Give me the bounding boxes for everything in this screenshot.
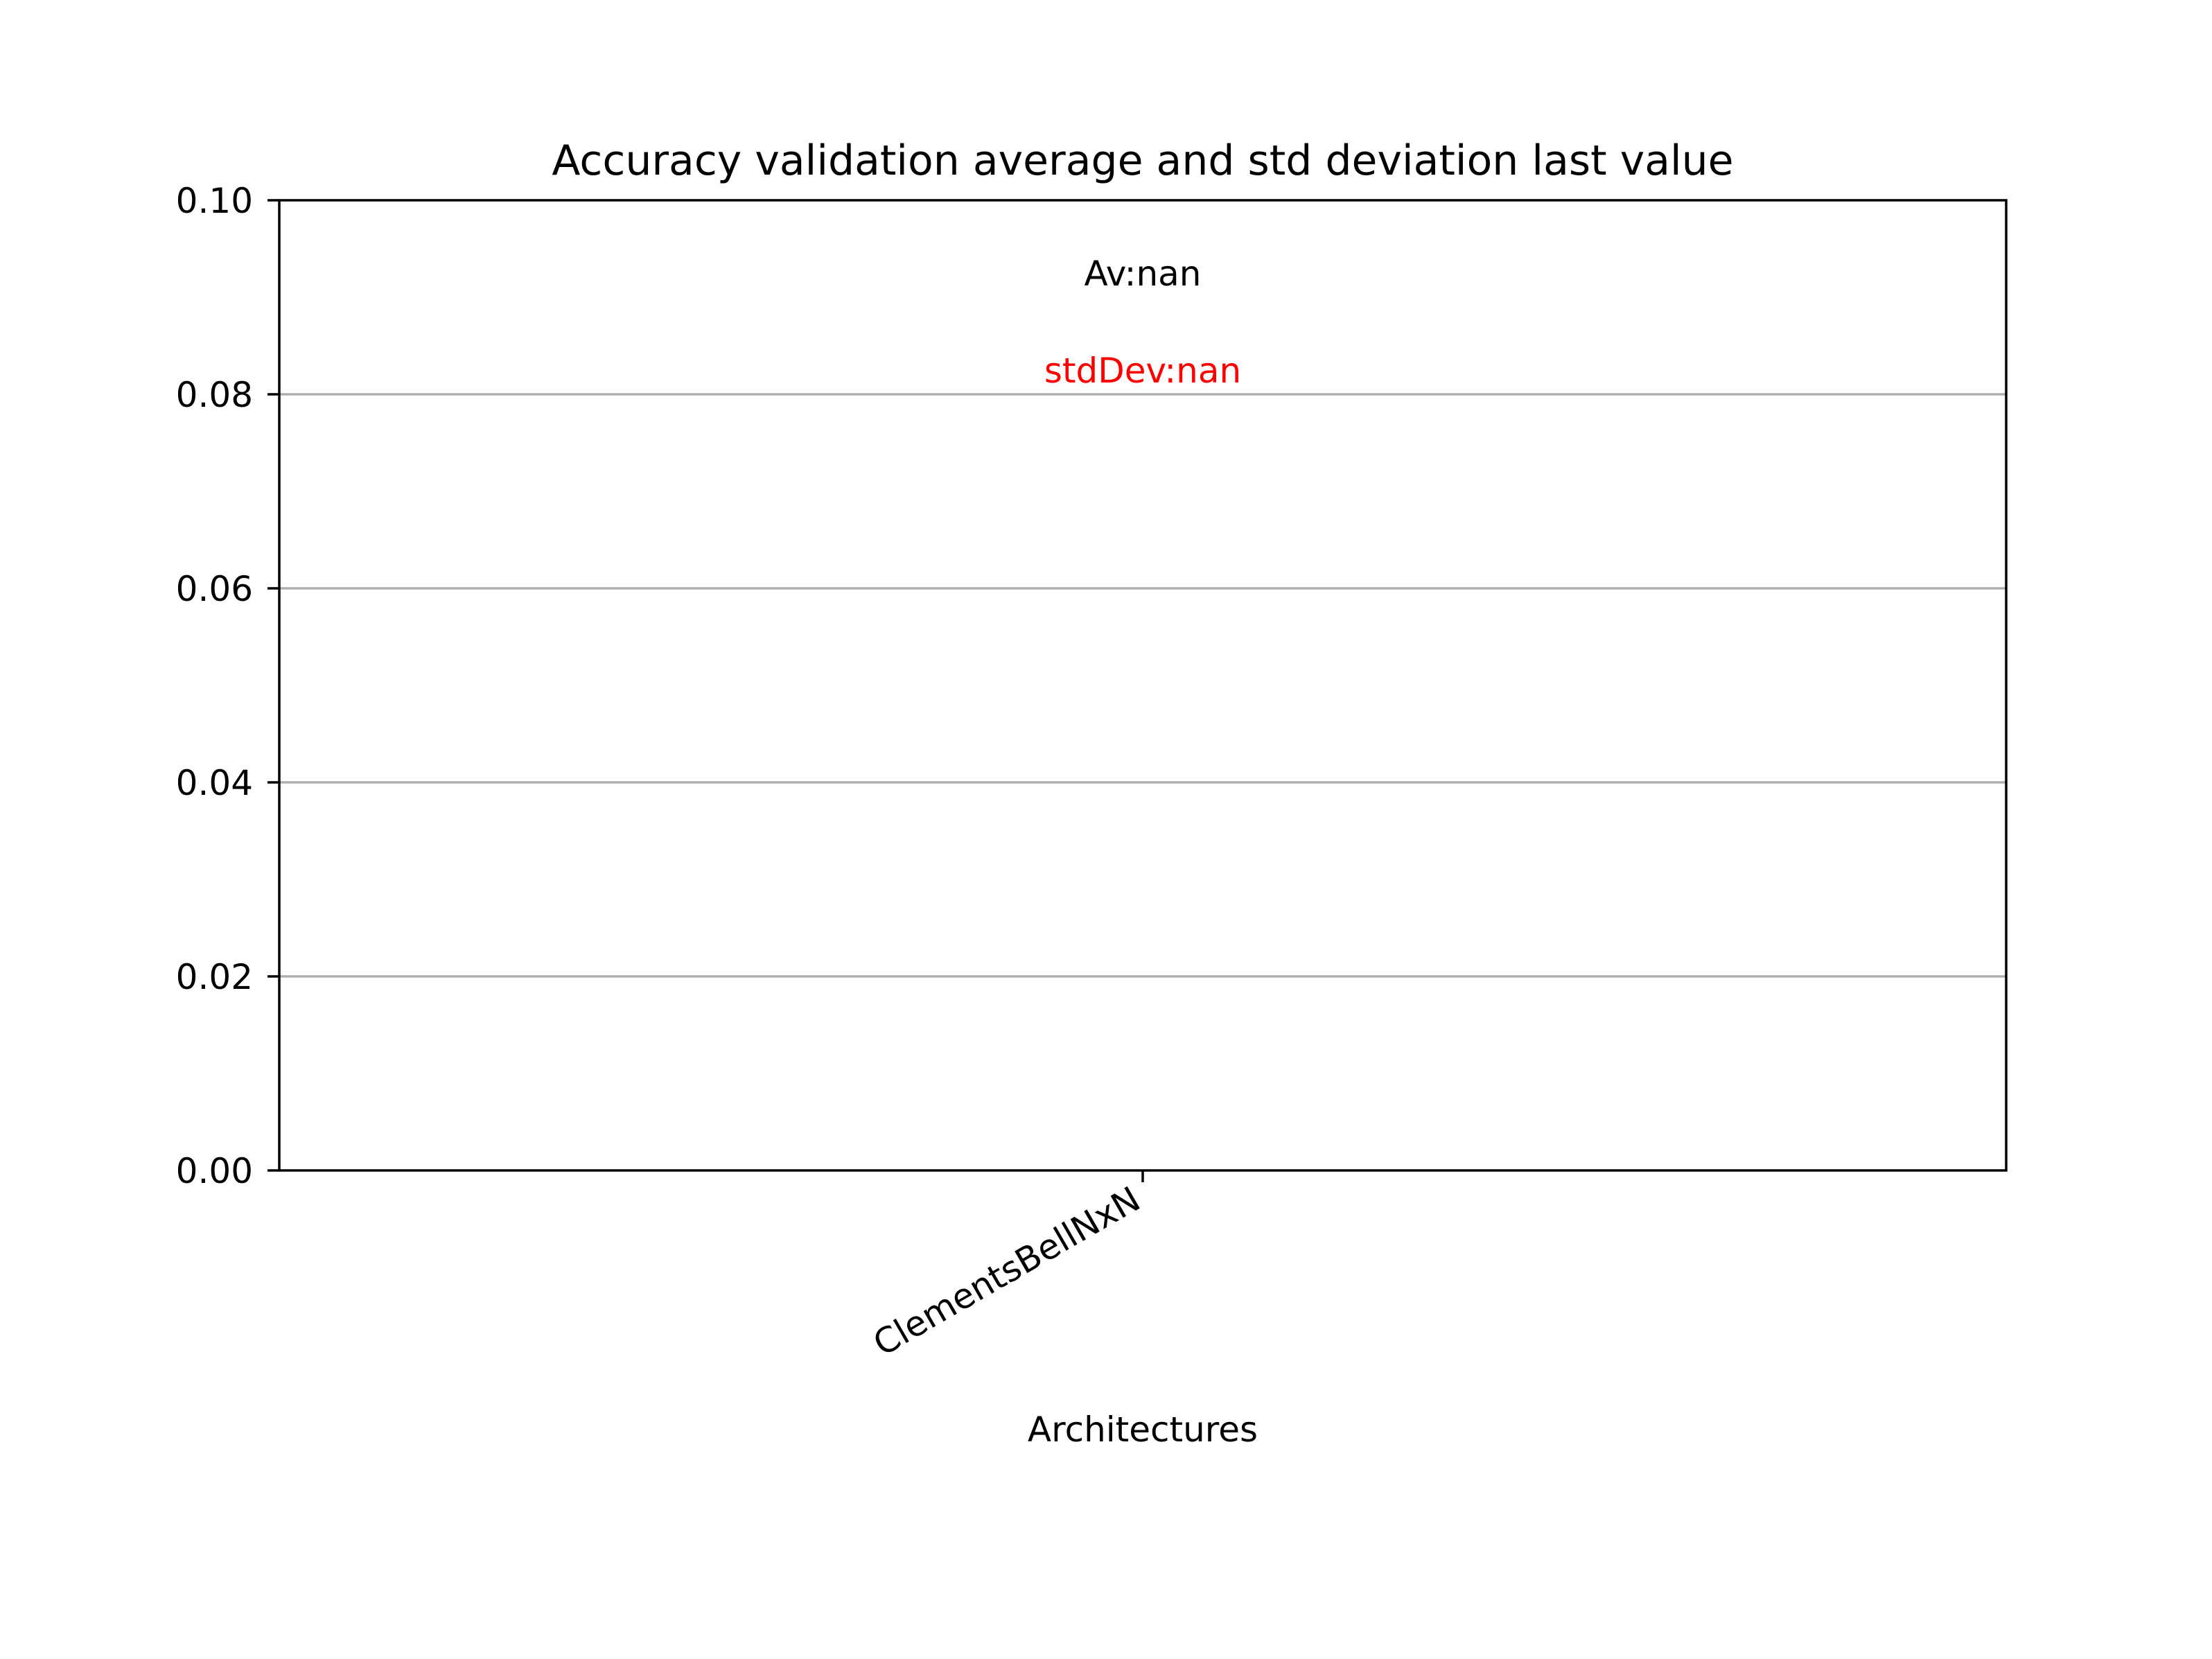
y-tick-label: 0.06 xyxy=(176,569,253,609)
y-tick-label: 0.02 xyxy=(176,957,253,997)
y-tick-label: 0.04 xyxy=(176,763,253,803)
average-annotation: Av:nan xyxy=(1085,254,1202,294)
y-tick-label: 0.00 xyxy=(176,1151,253,1191)
y-tick-label: 0.10 xyxy=(176,181,253,221)
x-axis-label: Architectures xyxy=(1028,1410,1258,1450)
grid-lines xyxy=(279,393,2006,978)
y-tick-label: 0.08 xyxy=(176,375,253,415)
x-axis-ticks: ClementsBellNxN xyxy=(866,1170,1147,1364)
x-tick-label: ClementsBellNxN xyxy=(866,1179,1147,1364)
plot-area-frame xyxy=(278,199,2008,1172)
std-dev-annotation: stdDev:nan xyxy=(1044,351,1241,391)
y-axis-ticks: 0.00 0.02 0.04 0.06 0.08 0.10 xyxy=(176,181,279,1191)
chart-title: Accuracy validation average and std devi… xyxy=(552,137,1733,185)
annotations: Av:nan stdDev:nan xyxy=(1044,254,1241,391)
